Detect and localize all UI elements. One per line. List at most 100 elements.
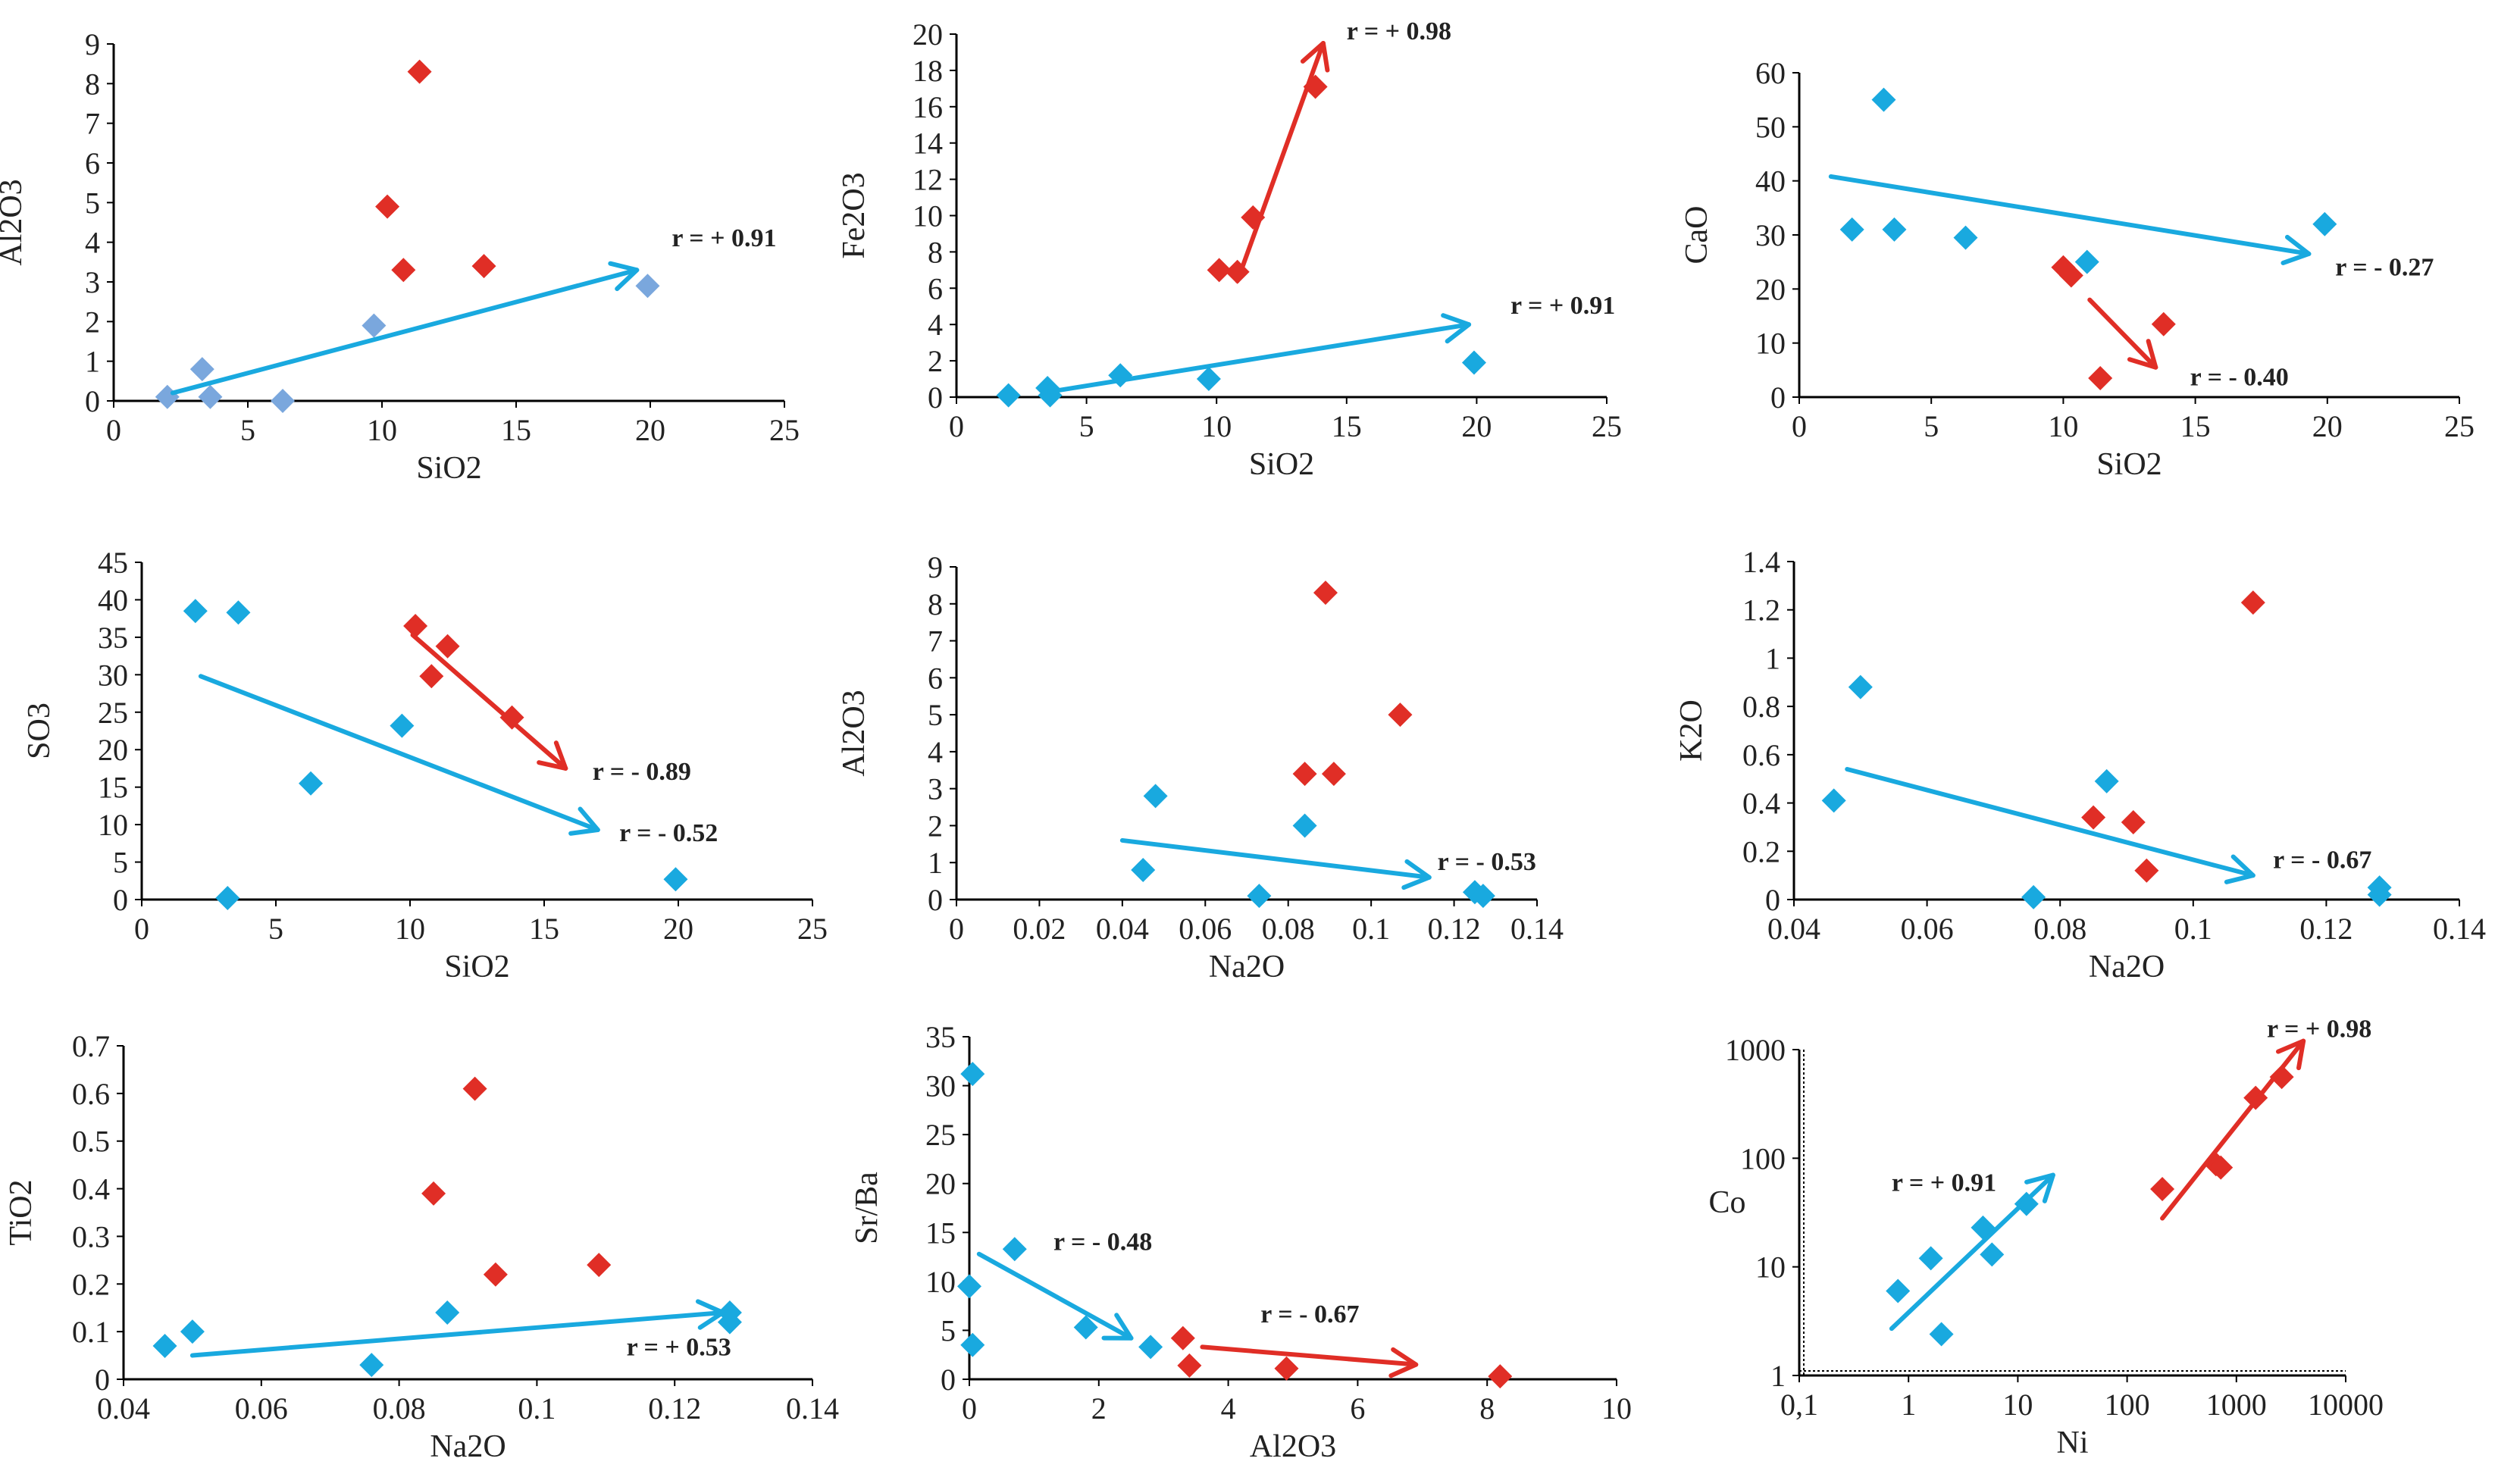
- correlation-label: r = - 0.48: [1053, 1228, 1152, 1256]
- x-tick-label: 0.12: [2299, 912, 2353, 946]
- trend-arrow-head: [2275, 1038, 2306, 1071]
- x-tick-label: 10: [395, 912, 425, 946]
- trend-arrow-head: [2281, 234, 2312, 265]
- y-tick-label: 8: [928, 235, 943, 269]
- x-tick-label: 15: [501, 413, 531, 447]
- data-point-blue: [1247, 884, 1272, 909]
- data-point-blue: [1292, 813, 1317, 838]
- x-axis-title: Ni: [2057, 1425, 2089, 1460]
- y-tick-label: 0: [941, 1363, 956, 1397]
- x-tick-label: 0.08: [2033, 912, 2086, 946]
- y-tick-label: 5: [941, 1313, 956, 1347]
- trend-arrow-line: [2087, 297, 2158, 370]
- data-point-blue: [960, 1062, 985, 1087]
- y-tick-label: 5: [928, 698, 943, 732]
- data-point-blue: [663, 867, 688, 892]
- data-point-red: [1292, 762, 1317, 787]
- data-point-blue: [717, 1310, 742, 1335]
- chart-panel-6: 0.04 0.06 0.08 0.1 0.12 0.14 0 0.2 0.4 0.6 0.8 1 1.2…: [1674, 545, 2486, 984]
- data-point-blue: [2312, 211, 2337, 236]
- y-tick-label: 5: [85, 186, 100, 220]
- y-tick-label: 1.4: [1742, 545, 1780, 579]
- y-tick-label: 35: [925, 1020, 956, 1054]
- trend-arrow-line: [1235, 40, 1326, 283]
- x-tick-label: 0.1: [1352, 912, 1390, 946]
- x-tick-label: 100: [2105, 1388, 2150, 1422]
- x-axis-title: Na2O: [2089, 950, 2165, 984]
- x-axis-title: Na2O: [1209, 950, 1285, 984]
- data-point-red: [375, 194, 400, 219]
- y-tick-label: 4: [928, 308, 943, 342]
- y-tick-label: 12: [913, 163, 943, 197]
- x-tick-label: 25: [1592, 409, 1622, 443]
- data-point-red: [587, 1253, 612, 1278]
- trend-arrow-head: [2224, 854, 2255, 884]
- y-tick-label: 7: [85, 107, 100, 141]
- y-tick-label: 6: [85, 146, 100, 180]
- data-point-blue: [180, 1319, 205, 1344]
- x-tick-label: 6: [1350, 1391, 1365, 1425]
- data-point-red: [499, 705, 524, 730]
- y-tick-label: 10: [925, 1265, 956, 1299]
- data-point-blue: [2367, 882, 2392, 907]
- correlation-label: r = + 0.91: [671, 224, 776, 252]
- data-point-blue: [996, 383, 1021, 408]
- x-tick-label: 25: [2444, 409, 2475, 443]
- y-tick-label: 1: [85, 345, 100, 379]
- y-tick-label: 0.2: [1742, 834, 1780, 868]
- y-tick-label: 0.1: [72, 1315, 110, 1349]
- y-tick-label: 1: [928, 846, 943, 880]
- data-point-blue: [1953, 225, 1978, 250]
- chart-panel-8: 0 2 4 6 8 10 0 5 10 15 20 25 30 35 Al2O3 Sr/Ba r = - 0.4…: [850, 1020, 1632, 1464]
- data-point-blue: [2021, 884, 2046, 909]
- data-point-red: [2134, 858, 2159, 883]
- x-tick-label: 0: [949, 912, 964, 946]
- trend-arrow-head: [2024, 1172, 2055, 1203]
- data-point-blue: [960, 1332, 985, 1357]
- data-point-blue: [635, 274, 660, 299]
- x-tick-label: 20: [1461, 409, 1492, 443]
- y-tick-label: 1.2: [1742, 593, 1780, 627]
- y-tick-label: 0: [928, 883, 943, 917]
- data-point-blue: [1871, 87, 1896, 112]
- x-tick-label: 0.14: [2433, 912, 2486, 946]
- x-tick-label: 0,1: [1780, 1388, 1818, 1422]
- x-tick-label: 10: [1201, 409, 1232, 443]
- data-point-red: [2150, 1177, 2175, 1202]
- y-tick-label: 60: [1755, 56, 1786, 90]
- x-tick-label: 8: [1479, 1391, 1495, 1425]
- y-tick-label: 20: [98, 733, 128, 767]
- y-tick-label: 1: [1765, 641, 1780, 675]
- data-point-red: [2081, 805, 2106, 830]
- data-point-red: [1274, 1356, 1299, 1381]
- data-point-blue: [271, 389, 296, 413]
- x-tick-label: 1000: [2206, 1388, 2267, 1422]
- data-point-red: [1207, 258, 1232, 283]
- trend-arrow-line: [189, 1310, 725, 1358]
- y-tick-label: 15: [925, 1216, 956, 1250]
- y-tick-label: 40: [1755, 164, 1786, 199]
- x-axis-title: Na2O: [430, 1429, 506, 1464]
- data-point-red: [2058, 263, 2083, 288]
- x-tick-label: 15: [529, 912, 559, 946]
- y-axis-title: CaO: [1679, 206, 1714, 264]
- y-tick-label: 0: [1765, 883, 1780, 917]
- x-tick-label: 0.08: [373, 1391, 426, 1425]
- y-axis-title: Co: [1708, 1185, 1745, 1220]
- y-tick-label: 4: [928, 735, 943, 769]
- data-point-blue: [215, 886, 240, 911]
- y-tick-label: 20: [1755, 272, 1786, 306]
- y-tick-label: 7: [928, 624, 943, 659]
- x-axis-title: Al2O3: [1250, 1429, 1336, 1464]
- data-point-red: [2088, 366, 2113, 391]
- y-tick-label: 0.6: [1742, 738, 1780, 772]
- y-tick-label: 6: [928, 271, 943, 305]
- data-point-blue: [189, 357, 214, 382]
- data-point-red: [1388, 703, 1413, 728]
- correlation-label: r = + 0.98: [1347, 17, 1451, 45]
- trend-arrow-head: [1300, 40, 1330, 73]
- y-tick-label: 15: [98, 771, 128, 805]
